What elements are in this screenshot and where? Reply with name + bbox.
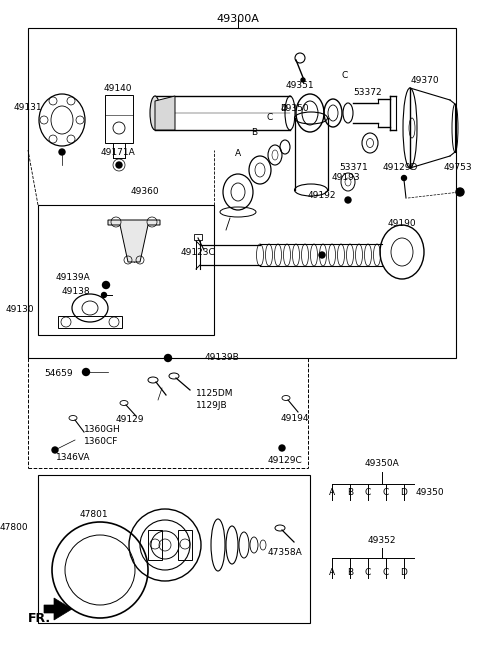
Text: 49123C: 49123C bbox=[180, 248, 216, 257]
Text: 49350A: 49350A bbox=[365, 459, 399, 468]
Text: 49193: 49193 bbox=[332, 173, 360, 182]
Text: 49171A: 49171A bbox=[101, 148, 135, 157]
Text: C: C bbox=[383, 568, 389, 577]
Text: 53371: 53371 bbox=[340, 163, 368, 172]
Text: 49130: 49130 bbox=[5, 306, 34, 315]
Text: FR.: FR. bbox=[28, 612, 51, 625]
Polygon shape bbox=[108, 220, 160, 262]
Ellipse shape bbox=[150, 96, 160, 130]
Text: 53372: 53372 bbox=[354, 88, 382, 97]
Text: 49129C: 49129C bbox=[268, 456, 302, 465]
Text: C: C bbox=[383, 488, 389, 497]
Circle shape bbox=[345, 197, 351, 203]
Text: 49140: 49140 bbox=[104, 84, 132, 93]
Text: D: D bbox=[401, 568, 408, 577]
Circle shape bbox=[279, 445, 285, 451]
Text: 49138: 49138 bbox=[61, 286, 90, 295]
Text: 1125DM: 1125DM bbox=[196, 388, 233, 397]
Bar bbox=[178, 530, 192, 560]
Text: 49351: 49351 bbox=[286, 81, 314, 90]
Text: 49194: 49194 bbox=[281, 414, 309, 423]
Text: D: D bbox=[281, 104, 288, 113]
Text: C: C bbox=[365, 488, 371, 497]
Text: A: A bbox=[329, 488, 335, 497]
Text: 1360GH: 1360GH bbox=[84, 426, 121, 435]
Polygon shape bbox=[155, 96, 175, 130]
Text: B: B bbox=[347, 488, 353, 497]
Text: 49129: 49129 bbox=[116, 415, 144, 424]
Text: 54659: 54659 bbox=[44, 370, 73, 379]
Text: B: B bbox=[347, 568, 353, 577]
Bar bbox=[105, 95, 133, 143]
Bar bbox=[194, 234, 202, 240]
Circle shape bbox=[59, 149, 65, 155]
Text: 49131: 49131 bbox=[13, 103, 42, 112]
Bar bbox=[28, 28, 456, 358]
Circle shape bbox=[401, 176, 407, 180]
Text: 47800: 47800 bbox=[0, 523, 28, 532]
Circle shape bbox=[52, 447, 58, 453]
Text: 49352: 49352 bbox=[368, 536, 396, 545]
Text: 1129JB: 1129JB bbox=[196, 402, 228, 410]
Circle shape bbox=[101, 293, 107, 298]
Text: 1360CF: 1360CF bbox=[84, 437, 119, 446]
Text: 49753: 49753 bbox=[444, 163, 472, 172]
Text: 49139A: 49139A bbox=[55, 273, 90, 282]
Bar bbox=[148, 530, 162, 560]
Text: 49300A: 49300A bbox=[216, 14, 259, 24]
Text: 49360: 49360 bbox=[131, 187, 159, 196]
Text: D: D bbox=[401, 488, 408, 497]
Circle shape bbox=[116, 162, 122, 168]
Bar bbox=[58, 316, 122, 328]
Polygon shape bbox=[44, 598, 72, 620]
Text: C: C bbox=[267, 113, 273, 122]
Bar bbox=[38, 205, 214, 335]
Text: C: C bbox=[342, 71, 348, 80]
Text: 49350: 49350 bbox=[281, 104, 309, 113]
Text: 1346VA: 1346VA bbox=[56, 453, 91, 463]
Circle shape bbox=[319, 252, 325, 258]
Text: 47358A: 47358A bbox=[268, 548, 302, 557]
Text: A: A bbox=[329, 568, 335, 577]
Circle shape bbox=[83, 368, 89, 375]
Text: 49370: 49370 bbox=[411, 76, 439, 85]
Text: 49129D: 49129D bbox=[382, 163, 418, 172]
Circle shape bbox=[103, 282, 109, 289]
Text: 47801: 47801 bbox=[80, 510, 108, 519]
Text: 49190: 49190 bbox=[388, 219, 416, 228]
Text: 49192: 49192 bbox=[308, 191, 336, 200]
Circle shape bbox=[301, 78, 305, 82]
Bar bbox=[38, 475, 310, 623]
Text: C: C bbox=[365, 568, 371, 577]
Text: B: B bbox=[251, 128, 257, 137]
Text: 49139B: 49139B bbox=[205, 353, 240, 362]
Circle shape bbox=[165, 355, 171, 362]
Circle shape bbox=[456, 188, 464, 196]
Text: 49350: 49350 bbox=[416, 488, 444, 497]
Text: A: A bbox=[235, 149, 241, 158]
